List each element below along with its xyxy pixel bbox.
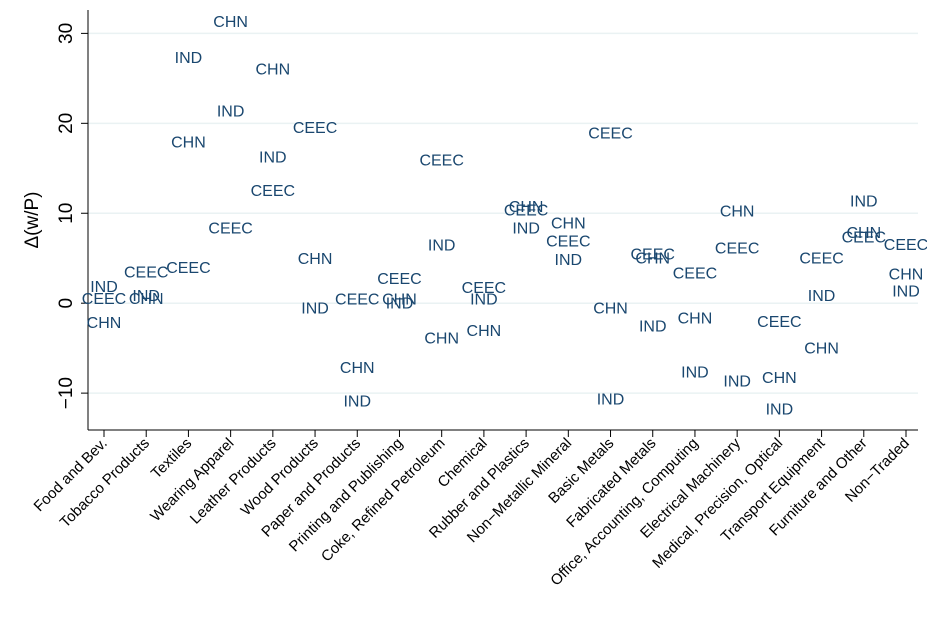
- point-label: CHN: [509, 199, 544, 216]
- point-label: CHN: [340, 360, 375, 377]
- point-label: CHN: [171, 134, 206, 151]
- point-label: CEEC: [293, 120, 337, 137]
- point-label: CEEC: [757, 314, 801, 331]
- y-tick-label: −10: [56, 377, 77, 409]
- point-label: IND: [470, 292, 498, 309]
- point-label: CHN: [846, 225, 881, 242]
- point-label: IND: [597, 392, 625, 409]
- point-label: IND: [892, 284, 920, 301]
- point-label: CEEC: [82, 291, 126, 308]
- point-label: IND: [639, 319, 667, 336]
- point-label: CHN: [213, 14, 248, 31]
- point-label: CEEC: [166, 260, 210, 277]
- point-label: IND: [259, 150, 287, 167]
- point-label: CEEC: [377, 271, 421, 288]
- point-label: IND: [512, 221, 540, 238]
- point-label: CEEC: [842, 230, 886, 247]
- point-label: IND: [850, 194, 878, 211]
- point-label: IND: [723, 374, 751, 391]
- point-label: IND: [343, 393, 371, 410]
- point-label: IND: [175, 50, 203, 67]
- point-label: IND: [681, 365, 709, 382]
- point-label: IND: [217, 104, 245, 121]
- point-label: CHN: [720, 204, 755, 221]
- point-label: CEEC: [588, 125, 632, 142]
- point-label: CHN: [635, 250, 670, 267]
- point-label: IND: [301, 301, 329, 318]
- y-axis-label: Δ(w/P): [22, 191, 43, 248]
- point-label: CHN: [467, 323, 502, 340]
- point-label: CEEC: [631, 247, 675, 264]
- point-label: CHN: [889, 267, 924, 284]
- y-tick-label: 10: [56, 203, 77, 224]
- point-label: CHN: [424, 330, 459, 347]
- point-label: IND: [808, 288, 836, 305]
- point-label: CHN: [298, 251, 333, 268]
- point-label: IND: [428, 238, 456, 255]
- point-label: CHN: [593, 301, 628, 318]
- point-label: CHN: [762, 370, 797, 387]
- point-label: IND: [132, 288, 160, 305]
- point-label: CHN: [551, 215, 586, 232]
- point-label: CEEC: [546, 233, 590, 250]
- point-label: CEEC: [124, 265, 168, 282]
- point-label: CEEC: [251, 183, 295, 200]
- y-tick-label: 0: [56, 298, 77, 309]
- point-label: IND: [90, 279, 118, 296]
- point-label: CEEC: [504, 203, 548, 220]
- point-label: CEEC: [335, 292, 379, 309]
- point-label: CHN: [87, 315, 122, 332]
- y-tick-label: 20: [56, 113, 77, 134]
- point-label: IND: [766, 401, 794, 418]
- point-label: CEEC: [462, 280, 506, 297]
- point-label: CEEC: [715, 240, 759, 257]
- point-label: CHN: [382, 292, 417, 309]
- point-label: CHN: [678, 311, 713, 328]
- point-label: IND: [386, 295, 414, 312]
- point-label: CEEC: [799, 250, 843, 267]
- point-label: IND: [555, 252, 583, 269]
- point-label: CHN: [129, 291, 164, 308]
- point-label: CEEC: [208, 221, 252, 238]
- point-label: CEEC: [884, 237, 927, 254]
- y-tick-label: 30: [56, 23, 77, 44]
- point-label: CEEC: [419, 152, 463, 169]
- x-tick-label: Food and Bev.: [31, 435, 111, 515]
- point-label: CHN: [804, 340, 839, 357]
- point-label: CEEC: [673, 266, 717, 283]
- point-label: CHN: [256, 61, 291, 78]
